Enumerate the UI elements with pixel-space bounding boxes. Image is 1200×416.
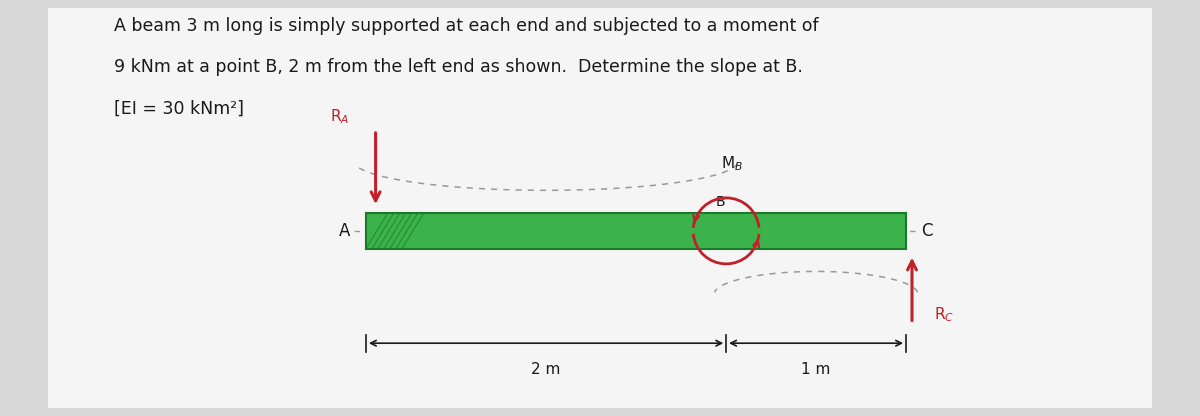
Text: 1 m: 1 m [802,362,830,377]
Text: R$_C$: R$_C$ [934,306,954,324]
Text: M$_B$: M$_B$ [721,154,743,173]
Text: C: C [922,222,934,240]
Text: 9 kNm at a point B, 2 m from the left end as shown.  Determine the slope at B.: 9 kNm at a point B, 2 m from the left en… [114,58,803,76]
Text: 2 m: 2 m [532,362,560,377]
Text: R$_A$: R$_A$ [330,107,349,126]
Text: B: B [715,195,725,209]
Text: [EI = 30 kNm²]: [EI = 30 kNm²] [114,100,244,118]
Text: A: A [340,222,350,240]
Bar [366,213,906,248]
Text: A beam 3 m long is simply supported at each end and subjected to a moment of: A beam 3 m long is simply supported at e… [114,17,818,35]
FancyBboxPatch shape [48,8,1152,408]
